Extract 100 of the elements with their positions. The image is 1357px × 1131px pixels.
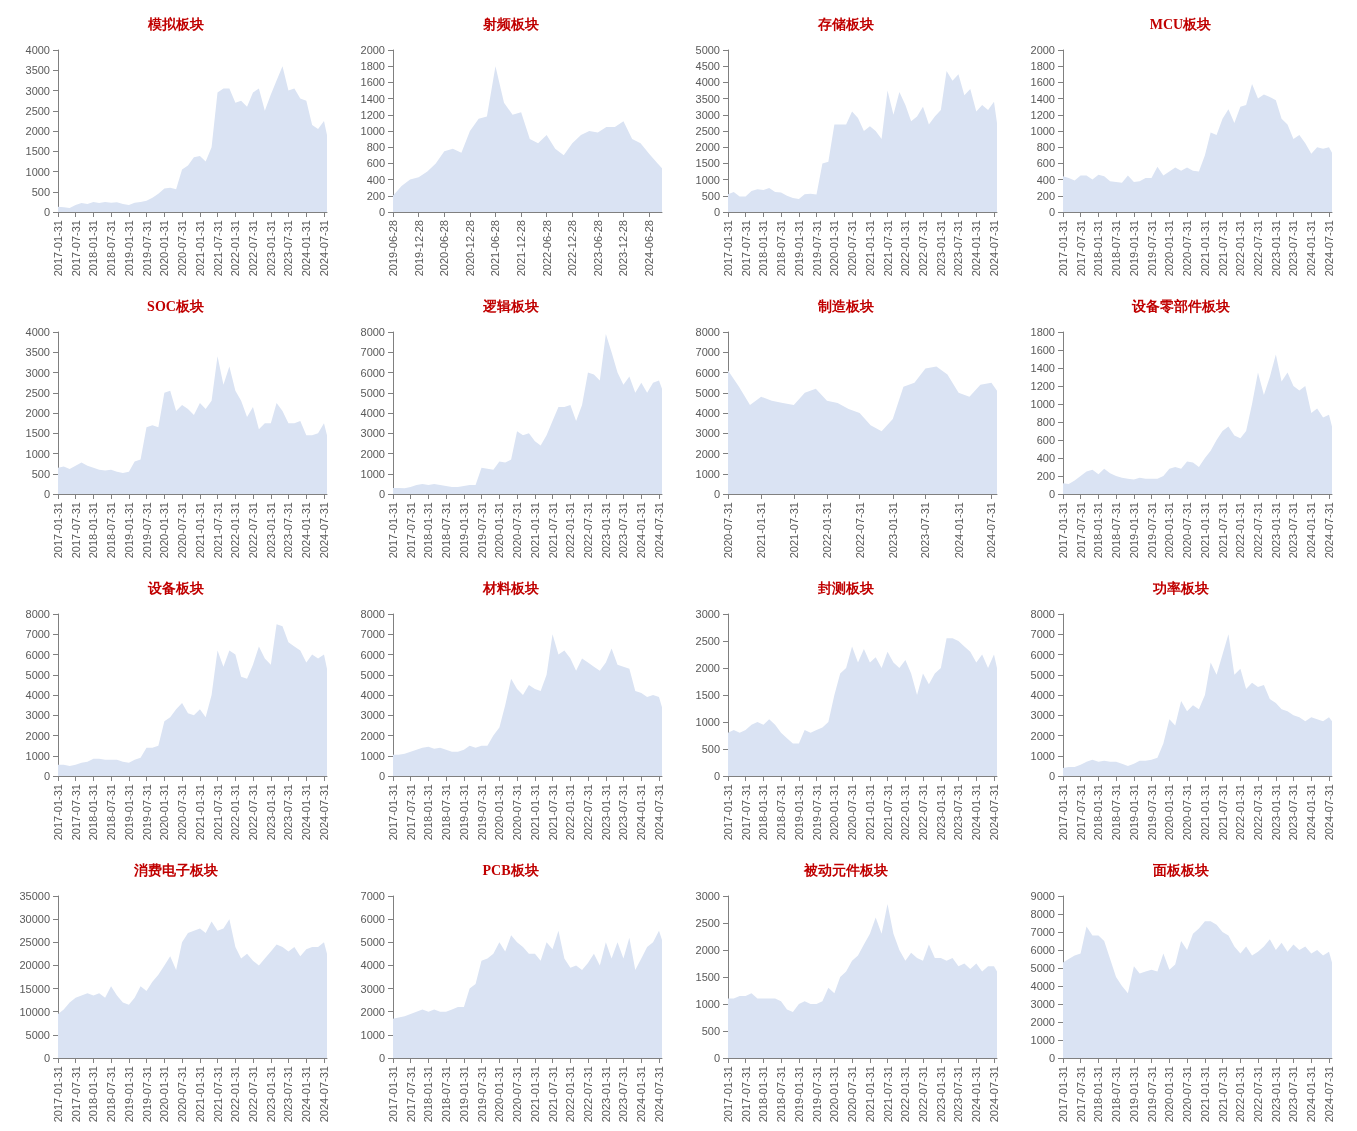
x-tick-label: 2022-01-31 (229, 1066, 242, 1123)
x-tick-label: 2020-07-31 (1181, 220, 1194, 277)
x-tick-label: 2020-07-31 (846, 220, 859, 277)
y-tick-label: 7000 (695, 346, 720, 359)
x-tick-label: 2022-07-31 (916, 784, 929, 841)
y-tick-label: 0 (1048, 206, 1055, 218)
x-tick-label: 2024-01-31 (635, 784, 648, 841)
y-tick-label: 0 (713, 770, 720, 782)
y-tick-label: 500 (31, 185, 50, 198)
x-tick-label: 2020-07-31 (511, 784, 524, 841)
x-tick-label: 2021-07-31 (1216, 502, 1229, 559)
x-tick-label: 2019-01-31 (792, 220, 805, 277)
x-tick-label: 2021-01-31 (528, 1066, 541, 1123)
x-tick-label: 2021-07-31 (211, 220, 224, 277)
x-tick-label: 2021-01-31 (863, 1066, 876, 1123)
y-tick-label: 1000 (360, 1028, 385, 1041)
x-tick-label: 2018-01-31 (87, 784, 100, 841)
y-tick-label: 1600 (360, 76, 385, 89)
y-tick-label: 0 (1048, 488, 1055, 500)
y-tick-label: 5000 (695, 386, 720, 399)
y-tick-label: 2000 (1030, 729, 1055, 742)
x-tick-label: 2019-01-31 (457, 1066, 470, 1123)
x-tick-label: 2021-07-31 (787, 502, 800, 559)
y-tick-label: 3000 (25, 366, 50, 379)
y-tick-label: 2000 (695, 141, 720, 154)
x-tick-label: 2020-01-31 (1163, 784, 1176, 841)
x-tick-label: 2023-01-31 (264, 502, 277, 559)
chart-title: 消费电子板块 (132, 862, 218, 878)
x-tick-label: 2019-07-31 (475, 502, 488, 559)
x-tick-label: 2017-07-31 (739, 784, 752, 841)
x-tick-label: 2024-07-31 (652, 1066, 665, 1123)
y-tick-label: 3000 (1030, 709, 1055, 722)
x-tick-label: 2021-12-28 (515, 220, 528, 277)
x-tick-label: 2023-01-31 (1269, 1066, 1282, 1123)
x-tick-label: 2017-07-31 (1074, 1066, 1087, 1123)
chart-title: 被动元件板块 (802, 861, 888, 878)
y-tick-label: 3500 (695, 92, 720, 105)
x-tick-label: 2018-07-31 (440, 502, 453, 559)
y-tick-label: 2000 (360, 1005, 385, 1018)
y-tick-label: 800 (1036, 416, 1055, 428)
x-tick-label: 2023-01-31 (934, 1066, 947, 1123)
x-tick-label: 2022-01-31 (564, 502, 577, 559)
x-tick-label: 2018-07-31 (105, 502, 118, 559)
x-tick-label: 2019-01-31 (122, 220, 135, 277)
x-tick-label: 2022-01-31 (229, 502, 242, 559)
x-tick-label: 2022-07-31 (1251, 784, 1264, 841)
y-tick-label: 600 (366, 157, 385, 170)
chart-title: 逻辑板块 (481, 298, 539, 314)
x-tick-label: 2021-01-31 (193, 1066, 206, 1123)
x-tick-label: 2019-07-31 (810, 784, 823, 841)
x-tick-label: 2023-07-31 (919, 502, 932, 559)
x-tick-label: 2021-01-31 (193, 220, 206, 277)
y-tick-label: 3000 (695, 108, 720, 121)
x-tick-label: 2019-01-31 (457, 502, 470, 559)
y-tick-label: 25000 (19, 936, 50, 949)
x-tick-label: 2021-07-31 (881, 1066, 894, 1123)
x-tick-label: 2018-01-31 (757, 1066, 770, 1123)
x-tick-label: 2018-01-31 (87, 220, 100, 277)
y-tick-label: 3000 (695, 890, 720, 902)
x-tick-label: 2022-07-31 (246, 502, 259, 559)
y-tick-label: 4000 (25, 326, 50, 338)
x-tick-label: 2021-07-31 (546, 784, 559, 841)
y-tick-label: 4000 (1030, 689, 1055, 701)
x-tick-label: 2024-07-31 (652, 502, 665, 559)
x-tick-label: 2021-01-31 (863, 784, 876, 841)
chart-title: 制造板块 (816, 298, 874, 314)
x-tick-label: 2022-12-28 (566, 220, 579, 277)
x-tick-label: 2019-07-31 (140, 502, 153, 559)
x-tick-label: 2023-07-31 (1287, 784, 1300, 841)
x-tick-label: 2019-07-31 (475, 1066, 488, 1123)
y-tick-label: 6000 (1030, 648, 1055, 661)
y-tick-label: 1500 (25, 145, 50, 158)
y-tick-label: 0 (43, 770, 50, 782)
x-tick-label: 2022-01-31 (564, 1066, 577, 1123)
x-tick-label: 2021-01-31 (1198, 502, 1211, 559)
x-tick-label: 2020-07-31 (176, 220, 189, 277)
x-tick-label: 2020-07-31 (1181, 784, 1194, 841)
x-tick-label: 2019-01-31 (122, 502, 135, 559)
x-tick-label: 2018-01-31 (87, 502, 100, 559)
x-tick-label: 2017-01-31 (722, 784, 734, 841)
x-tick-label: 2018-01-31 (422, 502, 435, 559)
x-tick-label: 2017-01-31 (1057, 502, 1069, 559)
x-tick-label: 2021-01-31 (863, 220, 876, 277)
y-tick-label: 5000 (360, 936, 385, 949)
x-tick-label: 2017-07-31 (69, 784, 82, 841)
x-tick-label: 2018-07-31 (105, 220, 118, 277)
x-tick-label: 2019-01-31 (792, 1066, 805, 1123)
x-tick-label: 2018-07-31 (1110, 220, 1123, 277)
x-tick-label: 2020-01-31 (1163, 1066, 1176, 1123)
y-tick-label: 800 (366, 141, 385, 154)
x-tick-label: 2017-07-31 (1074, 220, 1087, 277)
y-tick-label: 2000 (25, 125, 50, 137)
x-tick-label: 2021-07-31 (546, 1066, 559, 1123)
x-tick-label: 2019-01-31 (457, 784, 470, 841)
chart-title: 功率板块 (1151, 579, 1209, 596)
x-tick-label: 2018-01-31 (422, 784, 435, 841)
x-tick-label: 2022-01-31 (899, 1066, 912, 1123)
x-tick-label: 2023-07-31 (1287, 1066, 1300, 1123)
x-tick-label: 2024-07-31 (1322, 220, 1335, 277)
x-tick-label: 2017-01-31 (722, 220, 734, 277)
